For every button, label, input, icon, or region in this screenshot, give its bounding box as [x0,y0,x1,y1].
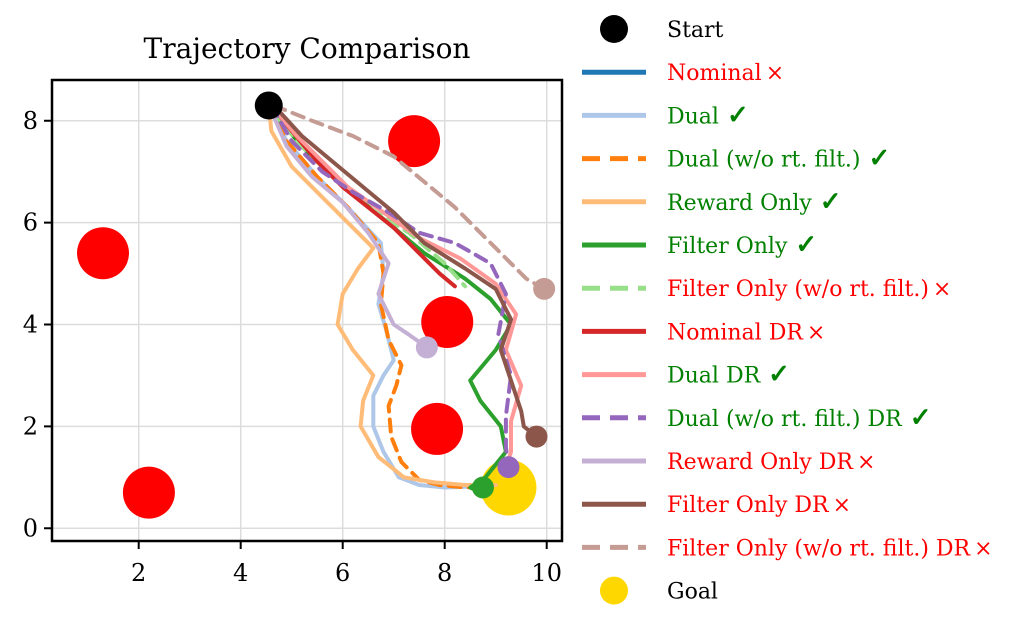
legend-goal-marker [600,576,628,605]
legend-label: Dual ✓ [667,100,749,130]
obstacle-marker [421,295,474,348]
series-line-10 [271,103,539,439]
grid [52,80,562,541]
legend-start-marker [600,15,628,43]
series-end-marker-9 [415,336,438,359]
legend-label: Dual (w/o rt. filt.) ✓ [667,144,890,174]
legend-label: Filter Only (w/o rt. filt.) × [667,277,951,302]
obstacle-marker [388,115,441,168]
axes-frame [50,78,564,543]
legend-label-text: Nominal DR [667,320,804,345]
legend-label: Filter Only DR × [667,493,851,518]
series-end-marker-10 [525,425,548,448]
series-layer [77,91,556,519]
x-tick-label: 8 [437,559,452,587]
series-line-8 [269,103,513,470]
legend-label: Reward Only ✓ [667,187,842,217]
obstacle-marker [122,466,175,519]
legend-label: Nominal × [667,61,784,86]
x-tick-label: 2 [131,559,146,587]
cross-icon: × [807,320,825,345]
start-marker [254,91,283,120]
check-icon: ✓ [795,230,817,260]
legend-label-text: Dual [667,104,719,129]
legend-label-text: Dual (w/o rt. filt.) [667,148,861,173]
legend-label: Reward Only DR × [667,450,875,475]
y-tick-label: 2 [23,412,38,440]
obstacle-marker [411,402,464,455]
cross-icon: × [933,277,951,302]
goal-marker [480,459,537,516]
legend-label-text: Filter Only (w/o rt. filt.) [667,277,929,302]
cross-icon: × [833,493,851,518]
x-tick-label: 4 [233,559,248,587]
series-line-9 [269,108,429,350]
series-line-3 [266,103,498,487]
check-icon: ✓ [869,144,891,174]
legend-label: Start [667,18,724,43]
legend-label-text: Dual DR [667,364,762,389]
x-tick-label: 10 [531,559,562,587]
legend-label-text: Goal [667,580,718,605]
legend-label-text: Dual (w/o rt. filt.) DR [667,407,903,432]
legend-label-text: Filter Only DR [667,493,830,518]
legend-label-text: Start [667,18,724,43]
cross-icon: × [766,61,784,86]
legend-label-text: Filter Only [667,234,788,259]
check-icon: ✓ [820,187,842,217]
legend-label-text: Nominal [667,61,762,86]
series-line-11 [271,103,547,291]
cross-icon: × [857,450,875,475]
check-icon: ✓ [768,360,790,390]
legend-label-text: Filter Only (w/o rt. filt.) DR [667,536,972,561]
legend-label: Filter Only (w/o rt. filt.) DR × [667,536,993,561]
legend-label: Goal [667,580,718,605]
legend-label: Filter Only ✓ [667,230,817,260]
y-tick-label: 6 [23,209,38,237]
series-line-2 [266,103,488,490]
check-icon: ✓ [727,100,749,130]
series-end-marker-4 [471,476,494,499]
obstacle-marker [77,227,129,280]
series-end-marker-11 [533,277,556,300]
y-tick-label: 4 [23,311,38,339]
series-end-marker-8 [497,456,520,479]
chart-title: Trajectory Comparison [144,32,471,65]
x-tick-label: 6 [335,559,350,587]
legend-label-text: Reward Only [667,191,812,216]
y-tick-label: 0 [23,514,38,542]
series-line-7 [269,103,524,470]
axis-ticks: 2 4 6 8 10 0 2 4 6 8 [23,107,562,587]
y-tick-label: 8 [23,107,38,135]
legend-label: Nominal DR × [667,320,825,345]
legend-label-text: Reward Only DR [667,450,854,475]
cross-icon: × [974,536,992,561]
legend-label: Dual (w/o rt. filt.) DR ✓ [667,403,931,433]
legend-label: Dual DR ✓ [667,360,790,390]
check-icon: ✓ [910,403,932,433]
